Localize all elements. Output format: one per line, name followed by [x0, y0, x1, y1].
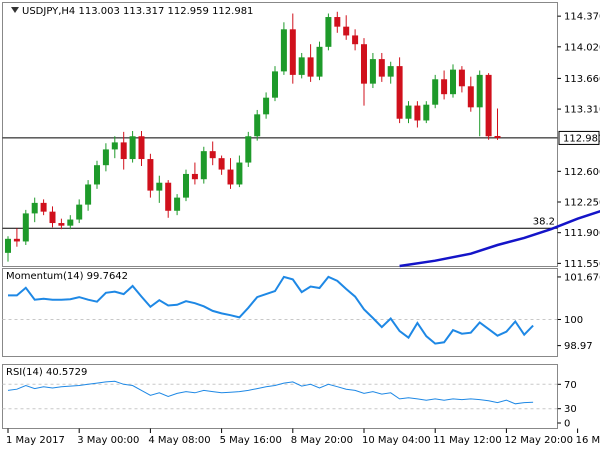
momentum-tick-label: 98.97 [564, 341, 593, 352]
candle-body [191, 173, 198, 180]
candle-body [120, 142, 127, 160]
rsi-line [7, 380, 534, 405]
candle-body [5, 238, 11, 253]
time-tick-label: 8 May 20:00 [291, 435, 353, 446]
current-price-box [558, 130, 600, 145]
candle-body [102, 149, 109, 166]
candle-body [494, 135, 501, 138]
candle-body [254, 114, 261, 137]
candle-body [352, 35, 359, 45]
candle-body [174, 197, 181, 211]
time-tick-label: 3 May 00:00 [77, 435, 139, 446]
candle-body [129, 136, 136, 160]
candle-body [138, 136, 145, 160]
price-tick-label: 112.250 [564, 198, 600, 209]
candle-body [245, 136, 252, 163]
candle-body [289, 29, 296, 75]
time-tick-label: 5 May 16:00 [220, 435, 282, 446]
candle-body [396, 66, 403, 119]
candle-body [209, 151, 216, 159]
candle-body [405, 105, 412, 119]
candle-body [76, 204, 83, 220]
candle-body [147, 159, 154, 191]
price-tick-label: 113.660 [564, 74, 600, 85]
rsi-tick-label: 0 [564, 419, 570, 430]
candle-body [378, 59, 385, 77]
candle-body [85, 184, 92, 205]
time-tick-label: 12 May 20:00 [504, 435, 573, 446]
price-panel [2, 2, 558, 267]
rsi-axis: 70 30 0 [557, 380, 577, 430]
moving-average-line [399, 210, 600, 268]
candle-body [307, 57, 314, 77]
time-axis: 1 May 2017 3 May 00:00 4 May 08:00 5 May 16… [6, 428, 600, 446]
candle-body [343, 26, 350, 36]
momentum-line [8, 275, 534, 345]
price-tick-label: 112.600 [564, 167, 600, 178]
candlesticks [5, 11, 501, 262]
candle-body [67, 219, 74, 226]
candle-body [49, 211, 56, 224]
candle-body [31, 202, 38, 214]
candle-body [325, 17, 332, 47]
candle-body [432, 79, 439, 105]
fibonacci-level: 38.2 [2, 216, 558, 229]
rsi-tick-label: 70 [564, 380, 577, 391]
candle-body [40, 202, 47, 212]
candle-body [316, 46, 323, 77]
candle-body [58, 223, 65, 226]
price-tick-label: 111.900 [564, 228, 600, 239]
time-tick-label: 10 May 04:00 [362, 435, 431, 446]
candle-body [183, 173, 189, 198]
price-tick-label: 113.310 [564, 105, 600, 116]
candle-body [467, 86, 474, 108]
time-tick-label: 16 May 00:00 [576, 435, 600, 446]
candle-body [361, 44, 367, 84]
candle-body [236, 162, 243, 185]
candle-body [22, 213, 29, 242]
rsi-panel [2, 364, 558, 429]
current-price-marker: 112.981 [558, 130, 600, 145]
candle-body [272, 71, 278, 98]
candle-body [485, 74, 492, 137]
chart-shift-triangle[interactable] [11, 7, 19, 13]
momentum-tick-label: 100 [564, 315, 583, 326]
current-price-label: 112.981 [563, 133, 600, 144]
candle-body [165, 182, 172, 211]
candle-body [441, 79, 448, 95]
time-tick-label: 11 May 12:00 [433, 435, 502, 446]
candle-body [387, 66, 394, 77]
time-tick-label: 1 May 2017 [6, 435, 65, 446]
candle-body [334, 17, 341, 27]
momentum-title: Momentum(14) 99.7642 [6, 271, 128, 282]
candle-body [450, 69, 456, 95]
candle-body [227, 169, 234, 185]
price-axis: 114.370 114.020 113.660 113.310 112.600 112.2… [557, 12, 600, 270]
candle-body [13, 238, 20, 242]
price-tick-label: 114.020 [564, 42, 600, 53]
price-tick-label: 111.550 [564, 259, 600, 270]
candle-body [156, 182, 163, 191]
candle-body [298, 57, 305, 75]
candle-body [369, 59, 376, 84]
time-tick-label: 4 May 08:00 [148, 435, 210, 446]
momentum-tick-label: 101.6765 [564, 272, 600, 283]
candle-body [458, 69, 465, 87]
price-tick-label: 114.370 [564, 12, 600, 23]
candle-body [218, 158, 225, 170]
candle-body [111, 142, 118, 150]
candle-body [476, 74, 483, 108]
candle-body [94, 165, 100, 185]
fibonacci-level-label: 38.2 [533, 216, 555, 227]
candle-body [200, 151, 207, 180]
rsi-title: RSI(14) 40.5729 [6, 367, 87, 378]
candle-body [263, 97, 270, 115]
candle-body [423, 104, 430, 121]
candle-body [414, 105, 421, 121]
rsi-tick-label: 30 [564, 404, 577, 415]
candle-body [280, 29, 287, 72]
momentum-axis: 101.6765 100 98.97 [557, 272, 600, 352]
chart-title: USDJPY,H4 113.003 113.317 112.959 112.98… [22, 6, 253, 17]
